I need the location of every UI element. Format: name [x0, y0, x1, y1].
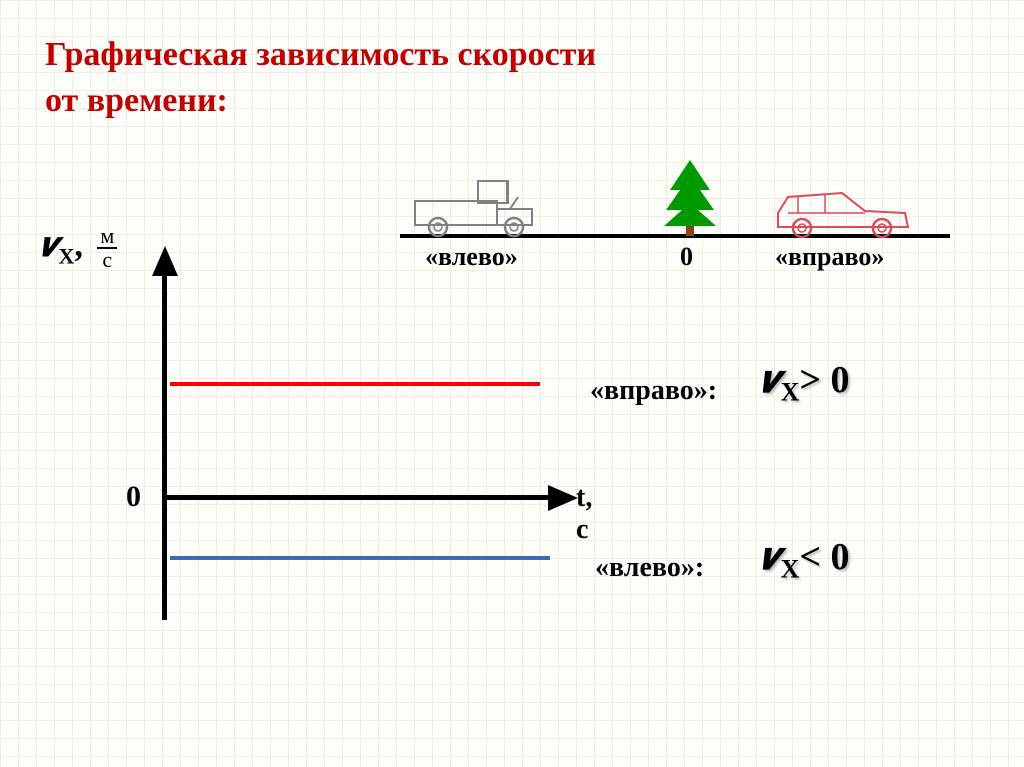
formula-rest-l: < 0 [799, 536, 849, 578]
left-direction-label: «влево»: [595, 552, 704, 584]
y-axis-arrow [152, 246, 178, 276]
negative-velocity-line [170, 556, 550, 560]
car-icon [770, 183, 915, 238]
x-axis [162, 495, 562, 500]
tree-icon [660, 160, 720, 238]
y-axis-label: 𝒗X, м с [40, 225, 117, 271]
formula-sym-r: 𝒗 [760, 359, 781, 401]
positive-velocity-line [170, 382, 540, 386]
scene-origin-label: 0 [680, 242, 693, 272]
y-unit-den: с [97, 249, 117, 271]
right-direction-label: «вправо»: [590, 375, 717, 407]
y-unit-num: м [97, 225, 117, 249]
y-axis-sub: X [58, 244, 74, 269]
road-scene: «влево» 0 «вправо» [400, 160, 950, 250]
formula-sub-r: X [781, 378, 800, 407]
velocity-chart: 0 t, с [140, 250, 580, 620]
formula-sym-l: 𝒗 [760, 536, 781, 578]
page-title: Графическая зависимость скорости от врем… [45, 32, 596, 124]
formula-rest-r: > 0 [799, 359, 849, 401]
title-line2: от времени: [45, 78, 596, 124]
title-line1: Графическая зависимость скорости [45, 32, 596, 78]
x-axis-label: t, с [576, 482, 592, 546]
y-axis-symbol: 𝒗 [40, 227, 58, 264]
formula-sub-l: X [781, 555, 800, 584]
right-formula: 𝒗X> 0 [760, 358, 850, 408]
left-formula: 𝒗X< 0 [760, 535, 850, 585]
x-axis-arrow [548, 485, 578, 511]
y-axis [162, 260, 167, 620]
truck-icon [410, 173, 540, 238]
origin-label: 0 [126, 480, 141, 514]
scene-right-label: «вправо» [775, 242, 884, 272]
